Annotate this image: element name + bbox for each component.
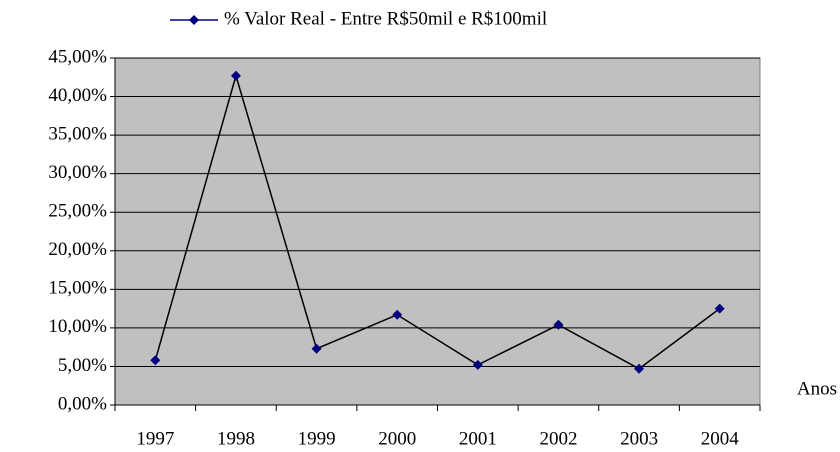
data-point	[553, 319, 564, 330]
x-tick-label: 2001	[459, 428, 497, 449]
y-tick-label: 20,00%	[48, 239, 107, 260]
y-tick-label: 5,00%	[58, 355, 107, 376]
y-tick-label: 0,00%	[58, 393, 107, 414]
x-tick-label: 2000	[378, 428, 416, 449]
x-axis-label: Anos	[797, 378, 837, 399]
y-tick-label: 25,00%	[48, 201, 107, 222]
y-tick-label: 10,00%	[48, 316, 107, 337]
y-tick-label: 40,00%	[48, 85, 107, 106]
data-point	[472, 359, 483, 370]
y-tick-label: 45,00%	[48, 46, 107, 67]
y-tick-label: 30,00%	[48, 162, 107, 183]
data-point	[714, 303, 725, 314]
legend-label: % Valor Real - Entre R$50mil e R$100mil	[224, 8, 547, 29]
x-tick-label: 2002	[539, 428, 577, 449]
x-tick-label: 1998	[217, 428, 255, 449]
x-tick-label: 2004	[701, 428, 740, 449]
plot-area	[114, 57, 761, 406]
data-point	[392, 309, 403, 320]
y-tick-label: 35,00%	[48, 123, 107, 144]
legend-marker	[189, 15, 199, 25]
y-tick-label: 15,00%	[48, 278, 107, 299]
data-point	[150, 355, 161, 366]
data-point	[311, 343, 322, 354]
x-tick-label: 1999	[298, 428, 336, 449]
x-tick-label: 2003	[620, 428, 658, 449]
data-point	[634, 363, 645, 374]
series-line	[154, 73, 721, 370]
data-point	[230, 70, 241, 81]
x-tick-label: 1997	[136, 428, 174, 449]
